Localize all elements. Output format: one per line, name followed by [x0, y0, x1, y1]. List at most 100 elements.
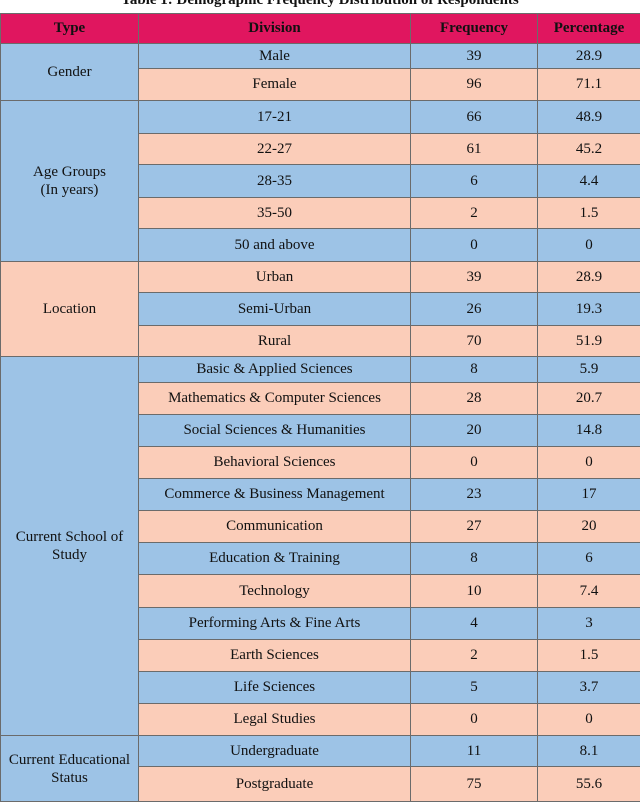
division-cell: Earth Sciences — [138, 639, 411, 672]
percentage-cell: 17 — [537, 478, 640, 511]
division-cell: Semi-Urban — [138, 292, 411, 326]
type-cell: Age Groups (In years) — [0, 100, 139, 262]
header-percentage: Percentage — [537, 13, 640, 44]
table-row: Legal Studies 0 0 — [1, 703, 640, 736]
division-cell: 28-35 — [138, 164, 411, 198]
percentage-cell: 51.9 — [537, 325, 640, 357]
percentage-cell: 4.4 — [537, 164, 640, 198]
percentage-cell: 3.7 — [537, 671, 640, 704]
type-cell: Current School of Study — [0, 356, 139, 736]
percentage-cell: 6 — [537, 542, 640, 575]
division-cell: Urban — [138, 261, 411, 293]
frequency-cell: 0 — [410, 228, 538, 262]
division-cell: Postgraduate — [138, 766, 411, 802]
division-cell: Communication — [138, 510, 411, 543]
division-cell: Behavioral Sciences — [138, 446, 411, 479]
division-cell: Technology — [138, 574, 411, 608]
table-caption: Table 1: Demographic Frequency Distribut… — [121, 0, 519, 8]
table-row: Technology 10 7.4 — [1, 574, 640, 608]
percentage-cell: 48.9 — [537, 100, 640, 134]
type-label-line: Study — [51, 547, 87, 563]
table-row: Life Sciences 5 3.7 — [1, 671, 640, 704]
percentage-cell: 28.9 — [537, 43, 640, 69]
frequency-cell: 10 — [410, 574, 538, 608]
division-cell: 35-50 — [138, 197, 411, 229]
division-cell: Male — [138, 43, 411, 69]
frequency-cell: 70 — [410, 325, 538, 357]
percentage-cell: 0 — [537, 446, 640, 479]
percentage-cell: 1.5 — [537, 639, 640, 672]
type-label-line: (In years) — [40, 182, 99, 198]
type-cell: Location — [0, 261, 139, 357]
frequency-cell: 39 — [410, 43, 538, 69]
percentage-cell: 5.9 — [537, 356, 640, 383]
percentage-cell: 28.9 — [537, 261, 640, 293]
percentage-cell: 19.3 — [537, 292, 640, 326]
frequency-cell: 8 — [410, 356, 538, 383]
type-label-line: Current School of — [15, 529, 124, 545]
table-row: Behavioral Sciences 0 0 — [1, 446, 640, 479]
division-cell: Social Sciences & Humanities — [138, 414, 411, 447]
demographic-table: Type Division Frequency Percentage Gende… — [0, 13, 640, 802]
table-row: Current Educational Status Undergraduate 11… — [0, 735, 640, 802]
division-cell: 22-27 — [138, 133, 411, 165]
percentage-cell: 71.1 — [537, 68, 640, 101]
division-cell: Legal Studies — [138, 703, 411, 736]
frequency-cell: 66 — [410, 100, 538, 134]
header-type: Type — [0, 13, 139, 44]
percentage-cell: 20.7 — [537, 382, 640, 415]
table-row: Social Sciences & Humanities 20 14.8 — [1, 414, 640, 447]
percentage-cell: 0 — [537, 703, 640, 736]
frequency-cell: 75 — [410, 766, 538, 802]
division-cell: Education & Training — [138, 542, 411, 575]
division-cell: 17-21 — [138, 100, 411, 134]
frequency-cell: 23 — [410, 478, 538, 511]
header-row: Type Division Frequency Percentage — [0, 13, 640, 44]
division-cell: Female — [138, 68, 411, 101]
frequency-cell: 0 — [410, 446, 538, 479]
division-cell: Basic & Applied Sciences — [138, 356, 411, 383]
table-row: Postgraduate 75 55.6 — [1, 766, 640, 802]
percentage-cell: 55.6 — [537, 766, 640, 802]
table-row: Education & Training 8 6 — [1, 542, 640, 575]
percentage-cell: 45.2 — [537, 133, 640, 165]
frequency-cell: 11 — [410, 735, 538, 767]
frequency-cell: 5 — [410, 671, 538, 704]
division-cell: Rural — [138, 325, 411, 357]
type-label-line: Gender — [47, 64, 92, 80]
division-cell: Performing Arts & Fine Arts — [138, 607, 411, 640]
frequency-cell: 39 — [410, 261, 538, 293]
frequency-cell: 27 — [410, 510, 538, 543]
table-row: Earth Sciences 2 1.5 — [1, 639, 640, 672]
percentage-cell: 20 — [537, 510, 640, 543]
table-row: Female 96 71.1 — [1, 68, 640, 101]
frequency-cell: 6 — [410, 164, 538, 198]
table-row: Age Groups (In years) 17-21 66 48.9 — [0, 100, 640, 262]
frequency-cell: 20 — [410, 414, 538, 447]
frequency-cell: 8 — [410, 542, 538, 575]
frequency-cell: 96 — [410, 68, 538, 101]
type-cell: Current Educational Status — [0, 735, 139, 802]
frequency-cell: 4 — [410, 607, 538, 640]
type-label-line: Current Educational — [8, 751, 131, 768]
frequency-cell: 28 — [410, 382, 538, 415]
table-row: Rural 70 51.9 — [1, 325, 640, 357]
frequency-cell: 26 — [410, 292, 538, 326]
percentage-cell: 8.1 — [537, 735, 640, 767]
table-row: Location Urban 39 28.9 — [0, 261, 640, 357]
table-row: Commerce & Business Management 23 17 — [1, 478, 640, 511]
table-row: Communication 27 20 — [1, 510, 640, 543]
percentage-cell: 1.5 — [537, 197, 640, 229]
table-row: Current School of Study Basic & Applied Sc… — [0, 356, 640, 736]
type-cell: Gender — [0, 43, 139, 101]
percentage-cell: 3 — [537, 607, 640, 640]
division-cell: Commerce & Business Management — [138, 478, 411, 511]
percentage-cell: 0 — [537, 228, 640, 262]
frequency-cell: 2 — [410, 197, 538, 229]
division-cell: Mathematics & Computer Sciences — [138, 382, 411, 415]
header-division: Division — [138, 13, 411, 44]
header-frequency: Frequency — [410, 13, 538, 44]
type-label-line: Age Groups — [33, 164, 106, 180]
table-row: Performing Arts & Fine Arts 4 3 — [1, 607, 640, 640]
frequency-cell: 0 — [410, 703, 538, 736]
